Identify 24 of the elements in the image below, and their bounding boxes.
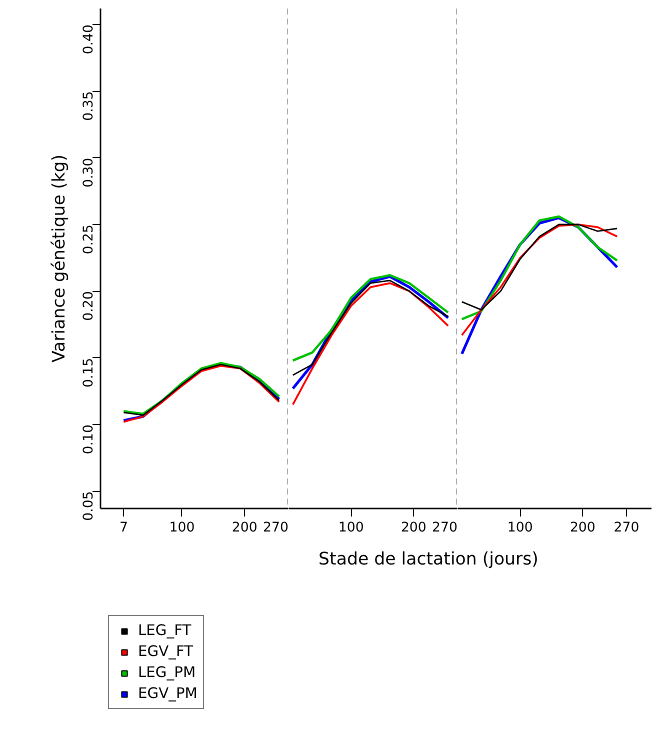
y-tick-label: 0.05	[82, 491, 96, 521]
legend-label: EGV_PM	[138, 685, 198, 702]
x-tick-label: 100	[507, 520, 533, 536]
x-tick-label: 7	[119, 520, 128, 536]
legend-label: LEG_PM	[138, 664, 196, 681]
x-tick-label: 200	[232, 520, 258, 536]
y-tick-label: 0.40	[82, 24, 96, 54]
x-tick-label: 270	[614, 520, 640, 536]
legend-label: LEG_FT	[138, 622, 192, 639]
y-tick-label: 0.25	[82, 224, 96, 254]
x-tick-label: 270	[263, 520, 289, 536]
x-axis-title: Stade de lactation (jours)	[318, 550, 538, 570]
y-tick-label: 0.20	[82, 291, 96, 321]
x-tick-label: 200	[400, 520, 426, 536]
x-tick-label: 100	[169, 520, 195, 536]
y-tick-label: 0.30	[82, 158, 96, 188]
y-tick-label: 0.10	[82, 424, 96, 454]
y-axis-title: Variance génétique (kg)	[50, 154, 70, 362]
x-tick-label: 100	[338, 520, 364, 536]
x-tick-label: 270	[432, 520, 458, 536]
x-tick-label: 200	[570, 520, 596, 536]
y-tick-label: 0.15	[82, 358, 96, 388]
y-tick-label: 0.35	[82, 91, 96, 121]
legend-label: EGV_FT	[138, 643, 194, 660]
